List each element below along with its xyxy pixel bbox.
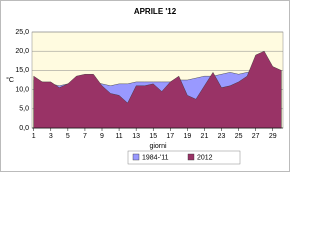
x-tick-label: 25 bbox=[235, 133, 243, 140]
x-tick-label: 15 bbox=[149, 133, 157, 140]
y-tick-label: 20,0 bbox=[15, 48, 29, 55]
x-tick-label: 29 bbox=[269, 133, 277, 140]
x-tick-label: 13 bbox=[132, 133, 140, 140]
y-tick-label: 5,0 bbox=[19, 106, 29, 113]
chart-title: APRILE '12 bbox=[134, 7, 177, 16]
x-tick-label: 9 bbox=[100, 133, 104, 140]
x-tick-label: 11 bbox=[115, 133, 122, 140]
legend-label: 2012 bbox=[197, 154, 213, 161]
x-axis-label: giorni bbox=[149, 143, 167, 150]
legend-label: 1984-'11 bbox=[142, 154, 169, 161]
legend-box bbox=[127, 150, 241, 165]
x-tick-label: 17 bbox=[166, 133, 174, 140]
page: APRILE '12 °C giorni 0,0 5,0 10,0 15,0 20,0 2… bbox=[0, 0, 290, 172]
y-axis-label: °C bbox=[6, 76, 14, 84]
x-tick-label: 7 bbox=[83, 133, 87, 140]
x-tick-label: 21 bbox=[201, 133, 209, 140]
x-tick-label: 19 bbox=[183, 133, 191, 140]
legend-swatch bbox=[132, 153, 140, 161]
y-tick-label: 15,0 bbox=[15, 67, 29, 74]
x-tick-label: 23 bbox=[218, 133, 226, 140]
area bbox=[33, 50, 282, 129]
x-tick-label: 1 bbox=[32, 133, 36, 140]
y-tick-label: 0,0 bbox=[19, 125, 29, 132]
x-tick-label: 27 bbox=[252, 133, 260, 140]
legend-swatch bbox=[187, 153, 195, 161]
x-tick-label: 3 bbox=[49, 133, 53, 140]
y-tick-label: 25,0 bbox=[15, 29, 29, 36]
chart: APRILE '12 °C giorni 0,0 5,0 10,0 15,0 20,0 2… bbox=[0, 0, 290, 172]
y-tick-label: 10,0 bbox=[15, 86, 29, 93]
x-tick-label: 5 bbox=[66, 133, 70, 140]
